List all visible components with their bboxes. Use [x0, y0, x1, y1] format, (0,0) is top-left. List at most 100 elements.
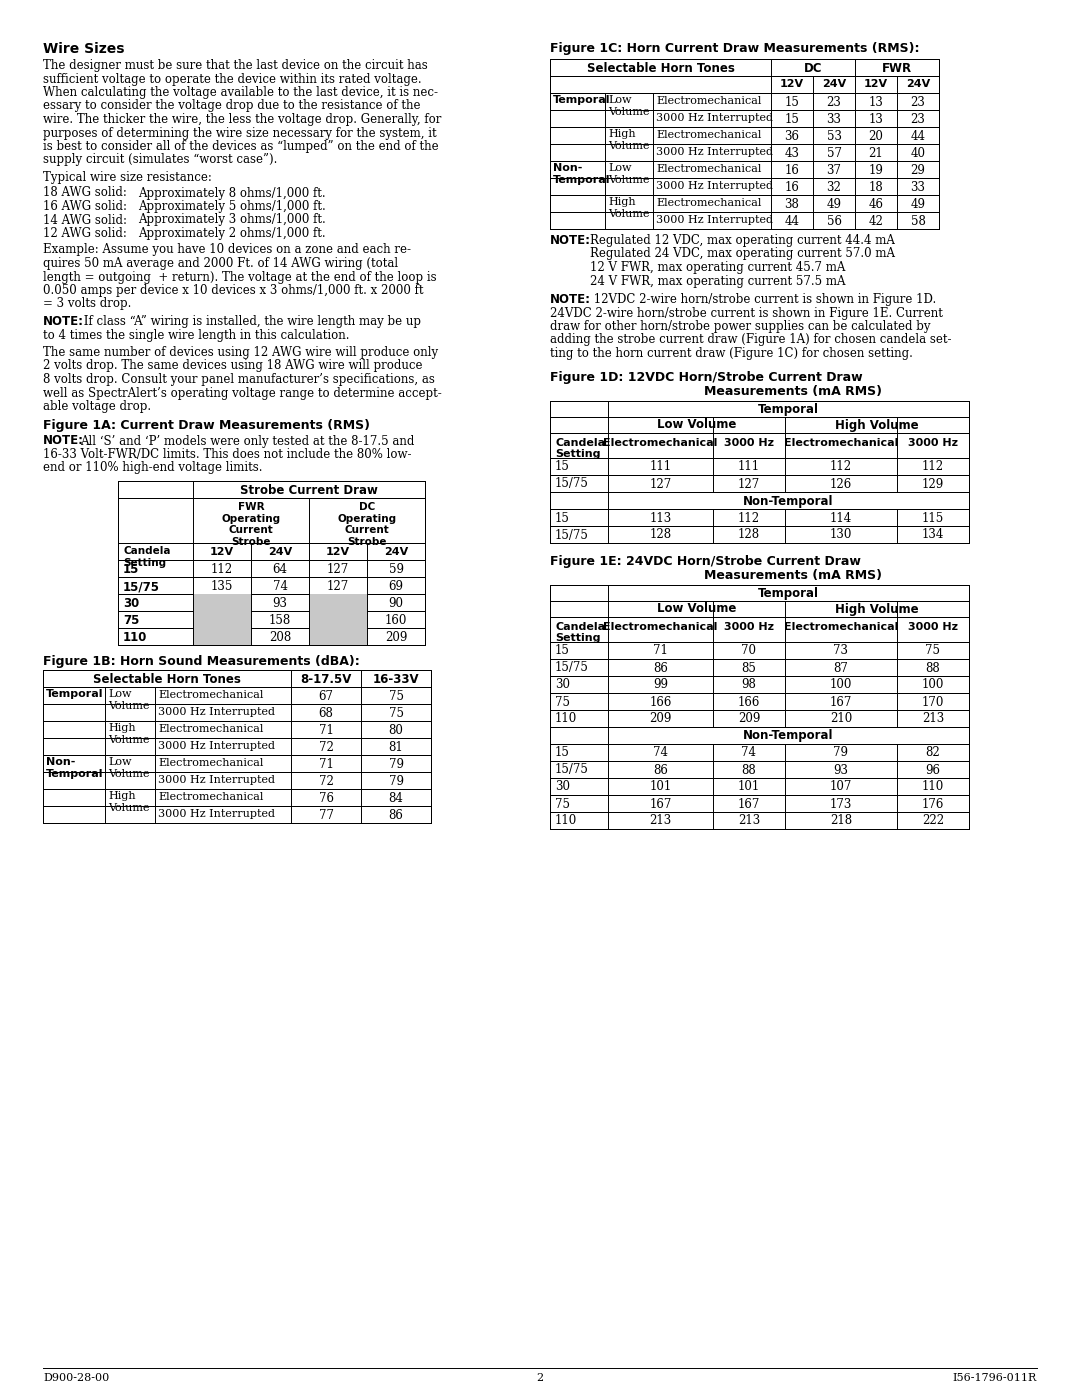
Text: 167: 167 [649, 798, 672, 810]
Text: 209: 209 [384, 631, 407, 644]
Text: 96: 96 [926, 764, 941, 777]
Text: 80: 80 [389, 724, 404, 738]
Text: 15: 15 [555, 746, 570, 760]
Text: 56: 56 [826, 215, 841, 228]
Text: 12VDC 2-wire horn/strobe current is shown in Figure 1D.: 12VDC 2-wire horn/strobe current is show… [590, 293, 936, 306]
Bar [550, 161, 939, 177]
Text: 19: 19 [868, 163, 883, 177]
Text: 24V: 24V [906, 80, 930, 89]
Text: Low
Volume: Low Volume [108, 689, 149, 711]
Text: 15: 15 [784, 96, 799, 109]
Text: Figure 1B: Horn Sound Measurements (dBA):: Figure 1B: Horn Sound Measurements (dBA)… [43, 655, 360, 668]
Text: 13: 13 [868, 113, 883, 126]
Text: Figure 1D: 12VDC Horn/Strobe Current Draw: Figure 1D: 12VDC Horn/Strobe Current Dra… [550, 370, 863, 384]
Bar [43, 773, 431, 789]
Text: All ‘S’ and ‘P’ models were only tested at the 8-17.5 and: All ‘S’ and ‘P’ models were only tested … [80, 434, 415, 447]
Text: 15: 15 [555, 461, 570, 474]
Text: 127: 127 [327, 563, 349, 576]
Text: 107: 107 [829, 781, 852, 793]
Bar [43, 671, 431, 687]
Text: When calculating the voltage available to the last device, it is nec-: When calculating the voltage available t… [43, 87, 438, 99]
Text: 16-33V: 16-33V [373, 673, 419, 686]
Text: High
Volume: High Volume [608, 129, 649, 151]
Text: 44: 44 [784, 215, 799, 228]
Text: 12 AWG solid:: 12 AWG solid: [43, 226, 126, 240]
Text: Electromechanical: Electromechanical [158, 724, 264, 733]
Bar [550, 433, 969, 457]
Bar [118, 560, 426, 577]
Text: Low
Volume: Low Volume [108, 757, 149, 778]
Bar [193, 629, 251, 645]
Bar [550, 59, 939, 75]
Text: length = outgoing  + return). The voltage at the end of the loop is: length = outgoing + return). The voltage… [43, 271, 436, 284]
Bar [550, 693, 969, 710]
Text: 74: 74 [272, 580, 287, 592]
Text: Low
Volume: Low Volume [608, 95, 649, 116]
Text: Wire Sizes: Wire Sizes [43, 42, 124, 56]
Text: 3000 Hz Interrupted: 3000 Hz Interrupted [158, 809, 275, 819]
Bar [550, 601, 969, 616]
Text: 44: 44 [910, 130, 926, 142]
Text: 208: 208 [269, 631, 292, 644]
Text: 113: 113 [649, 511, 672, 524]
Text: NOTE:: NOTE: [550, 235, 591, 247]
Text: 79: 79 [389, 775, 404, 788]
Text: 114: 114 [829, 511, 852, 524]
Text: 15/75: 15/75 [555, 528, 589, 542]
Text: 0.050 amps per device x 10 devices x 3 ohms/1,000 ft. x 2000 ft: 0.050 amps per device x 10 devices x 3 o… [43, 284, 423, 298]
Text: 69: 69 [389, 580, 404, 592]
Text: Approximately 3 ohms/1,000 ft.: Approximately 3 ohms/1,000 ft. [138, 214, 326, 226]
Text: Electromechanical: Electromechanical [604, 439, 718, 448]
Text: 15/75: 15/75 [555, 764, 589, 777]
Text: 16: 16 [784, 163, 799, 177]
Text: 110: 110 [555, 712, 577, 725]
Text: Typical wire size resistance:: Typical wire size resistance: [43, 170, 212, 184]
Text: Measurements (mA RMS): Measurements (mA RMS) [704, 569, 882, 581]
Bar [550, 492, 969, 509]
Text: 12V: 12V [864, 80, 888, 89]
Text: 167: 167 [829, 696, 852, 708]
Text: adding the strobe current draw (Figure 1A) for chosen candela set-: adding the strobe current draw (Figure 1… [550, 334, 951, 346]
Text: High
Volume: High Volume [608, 197, 649, 218]
Text: 127: 127 [327, 580, 349, 592]
Text: Temporal: Temporal [758, 402, 819, 415]
Text: 3000 Hz Interrupted: 3000 Hz Interrupted [656, 147, 773, 156]
Text: 75: 75 [389, 690, 404, 703]
Text: Low Volume: Low Volume [657, 602, 737, 616]
Bar [550, 416, 969, 433]
Text: 79: 79 [834, 746, 849, 760]
Text: DC: DC [804, 61, 822, 75]
Text: 82: 82 [926, 746, 941, 760]
Text: 3000 Hz: 3000 Hz [908, 623, 958, 633]
Text: Non-
Temporal: Non- Temporal [553, 163, 610, 184]
Text: 77: 77 [319, 809, 334, 821]
Text: 115: 115 [922, 511, 944, 524]
Text: Figure 1C: Horn Current Draw Measurements (RMS):: Figure 1C: Horn Current Draw Measurement… [550, 42, 919, 54]
Text: 64: 64 [272, 563, 287, 576]
Text: 76: 76 [319, 792, 334, 805]
Text: 101: 101 [649, 781, 672, 793]
Text: 15: 15 [555, 644, 570, 658]
Text: 57: 57 [826, 147, 841, 161]
Text: essary to consider the voltage drop due to the resistance of the: essary to consider the voltage drop due … [43, 99, 420, 113]
Text: I56-1796-011R: I56-1796-011R [953, 1373, 1037, 1383]
Text: Non-Temporal: Non-Temporal [743, 495, 834, 507]
Bar [550, 177, 939, 196]
Bar [43, 789, 431, 806]
Text: 24 V FWR, max operating current 57.5 mA: 24 V FWR, max operating current 57.5 mA [590, 274, 846, 288]
Text: 71: 71 [319, 724, 334, 738]
Text: 32: 32 [826, 182, 841, 194]
Bar [550, 525, 969, 542]
Bar [118, 629, 426, 645]
Text: 110: 110 [123, 631, 147, 644]
Bar [193, 610, 251, 629]
Text: 213: 213 [649, 814, 672, 827]
Text: to 4 times the single wire length in this calculation.: to 4 times the single wire length in thi… [43, 328, 350, 341]
Text: 75: 75 [555, 798, 570, 810]
Text: 15/75: 15/75 [123, 580, 160, 592]
Text: 126: 126 [829, 478, 852, 490]
Text: 128: 128 [738, 528, 760, 542]
Text: The same number of devices using 12 AWG wire will produce only: The same number of devices using 12 AWG … [43, 346, 438, 359]
Text: 23: 23 [826, 96, 841, 109]
Bar [309, 629, 367, 645]
